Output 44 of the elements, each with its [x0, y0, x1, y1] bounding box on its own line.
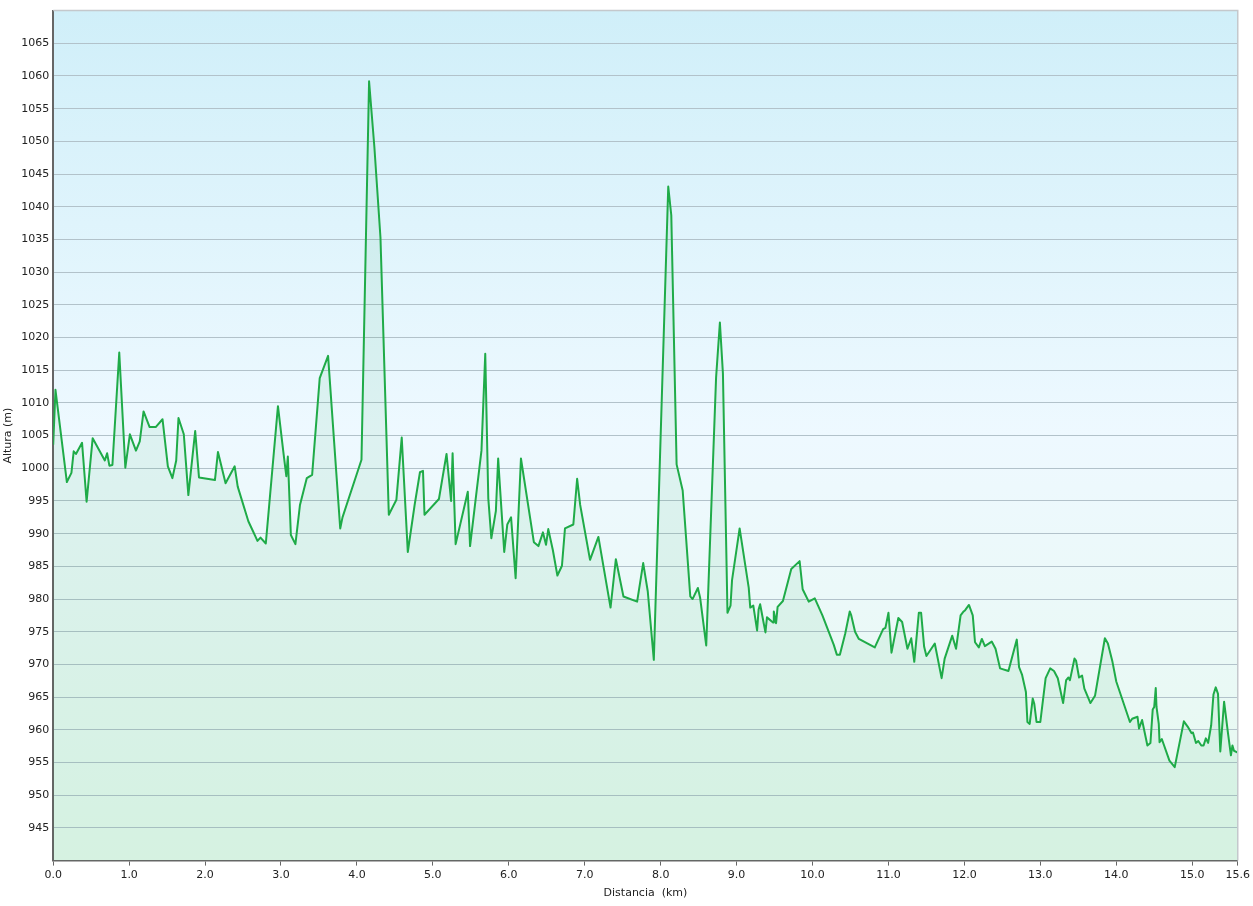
x-tick-label: 15.6 — [1225, 868, 1250, 882]
x-tick-label: 2.0 — [196, 868, 214, 882]
y-tick-label: 955 — [28, 755, 50, 769]
x-tick-label: 1.0 — [120, 868, 138, 882]
x-tick-label: 11.0 — [876, 868, 901, 882]
y-tick-label: 975 — [28, 624, 50, 638]
y-tick-label: 985 — [28, 559, 50, 573]
x-axis-title: Distancia (km) — [603, 886, 688, 900]
y-axis-title: Altura (m) — [1, 407, 15, 464]
y-tick-label: 950 — [28, 788, 50, 802]
y-tick-label: 1005 — [21, 428, 50, 442]
x-tick-label: 9.0 — [727, 868, 746, 882]
x-tick-label: 13.0 — [1028, 868, 1053, 882]
x-tick-label: 5.0 — [424, 868, 442, 882]
y-tick-label: 980 — [28, 591, 50, 605]
x-tick-label: 4.0 — [348, 868, 366, 882]
y-tick-label: 1055 — [21, 101, 50, 115]
y-tick-label: 1045 — [21, 166, 50, 180]
y-tick-label: 965 — [28, 690, 50, 703]
x-tick-label: 8.0 — [651, 868, 670, 882]
y-tick-label: 945 — [28, 820, 50, 834]
y-tick-label: 960 — [28, 722, 50, 736]
y-tick-label: 1025 — [21, 297, 50, 311]
y-tick-label: 1050 — [21, 134, 50, 148]
x-tick-label: 0.0 — [44, 868, 62, 882]
y-tick-label: 995 — [28, 493, 50, 507]
y-tick-label: 1015 — [21, 363, 50, 377]
y-tick-label: 970 — [28, 657, 50, 671]
x-tick-label: 7.0 — [575, 868, 594, 882]
y-tick-label: 1065 — [21, 36, 50, 50]
y-tick-label: 1000 — [21, 461, 50, 475]
y-tick-label: 1010 — [21, 395, 50, 409]
x-tick-label: 14.0 — [1104, 868, 1129, 882]
x-tick-label: 6.0 — [500, 868, 518, 882]
y-tick-label: 1040 — [21, 199, 50, 213]
x-tick-label: 10.0 — [800, 868, 825, 882]
y-tick-label: 1020 — [21, 330, 50, 344]
y-tick-label: 990 — [28, 526, 50, 540]
x-tick-label: 15.0 — [1179, 868, 1205, 882]
y-tick-label: 1060 — [21, 68, 50, 82]
y-tick-label: 1030 — [21, 265, 50, 278]
x-tick-label: 3.0 — [272, 868, 290, 882]
x-tick-label: 12.0 — [952, 868, 977, 882]
y-tick-label: 1035 — [21, 232, 50, 246]
